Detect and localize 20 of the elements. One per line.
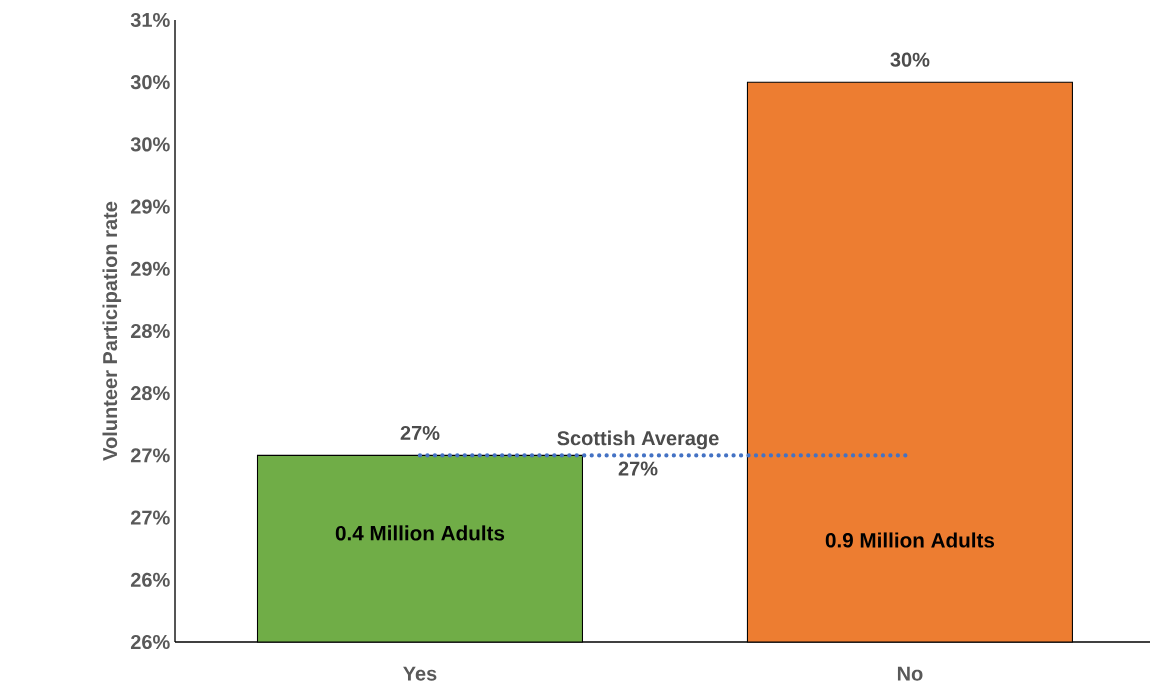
data-label: 30%: [890, 52, 930, 67]
y-tick-label: 27%: [130, 510, 170, 525]
y-tick-label: 26%: [130, 634, 170, 650]
annotation: 0.4 Million Adults: [335, 525, 505, 541]
y-tick-label: 30%: [130, 75, 170, 90]
y-tick-label: 29%: [130, 199, 170, 214]
y-tick-label: 29%: [130, 261, 170, 276]
ref-line-label: Scottish Average: [557, 430, 719, 450]
y-tick-label: 28%: [130, 386, 170, 401]
y-tick-label: 26%: [130, 572, 170, 587]
y-axis-title: Volunteer Participation rate: [102, 201, 122, 461]
x-tick-label: No: [897, 666, 923, 681]
y-tick-label: 31%: [130, 12, 170, 28]
data-label: 27%: [400, 425, 440, 441]
annotation: 0.9 Million Adults: [825, 532, 995, 548]
x-tick-label: Yes: [403, 666, 437, 681]
y-tick-label: 28%: [130, 323, 170, 339]
y-tick-label: 27%: [130, 448, 170, 463]
y-tick-label: 30%: [130, 137, 170, 152]
annotation: 27%: [618, 461, 658, 476]
